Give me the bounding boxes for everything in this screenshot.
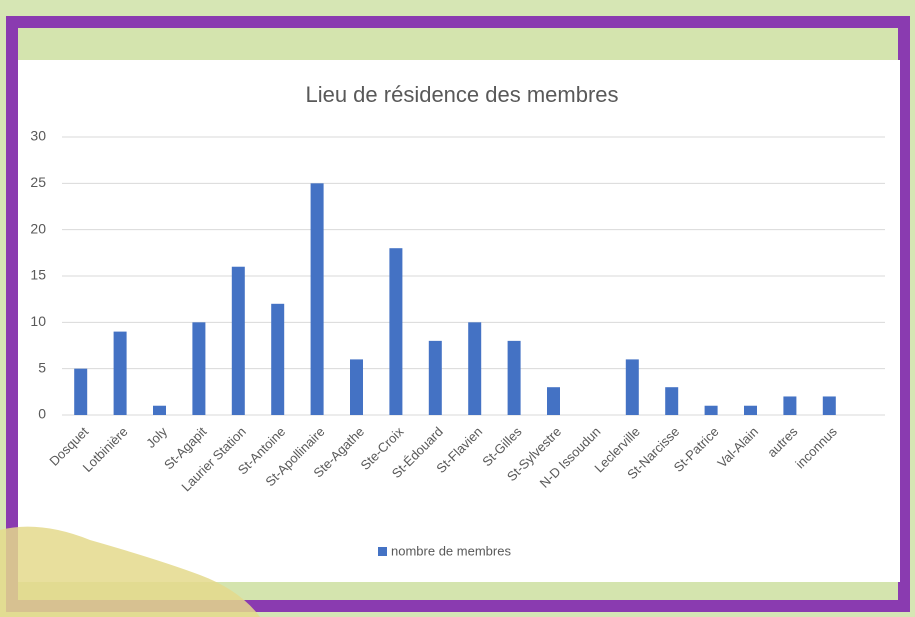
y-tick-label: 0 — [38, 406, 46, 422]
chart: Lieu de résidence des membres 0 5 10 15 20 25… — [0, 0, 915, 617]
y-tick-label: 5 — [38, 359, 46, 375]
bar — [626, 359, 639, 415]
bar — [311, 183, 324, 415]
y-tick-label: 30 — [30, 128, 46, 144]
bar — [665, 387, 678, 415]
y-tick-label: 10 — [30, 313, 46, 329]
y-tick-label: 15 — [30, 267, 46, 283]
bar — [153, 406, 166, 415]
chart-title: Lieu de résidence des membres — [305, 82, 618, 107]
bar — [783, 396, 796, 415]
bar — [232, 267, 245, 415]
bar — [823, 396, 836, 415]
bar — [389, 248, 402, 415]
bar — [74, 369, 87, 415]
legend-label: nombre de membres — [391, 543, 511, 558]
bar — [114, 332, 127, 415]
bar — [508, 341, 521, 415]
bar — [271, 304, 284, 415]
bar — [744, 406, 757, 415]
chart-area — [18, 60, 900, 582]
legend-swatch — [378, 547, 387, 556]
bar — [705, 406, 718, 415]
page: {"chart_data": {"type": "bar", "title": … — [0, 0, 915, 617]
bar — [468, 322, 481, 415]
bar — [350, 359, 363, 415]
bar — [429, 341, 442, 415]
bar — [547, 387, 560, 415]
y-tick-label: 20 — [30, 220, 46, 236]
bar — [192, 322, 205, 415]
y-tick-label: 25 — [30, 174, 46, 190]
